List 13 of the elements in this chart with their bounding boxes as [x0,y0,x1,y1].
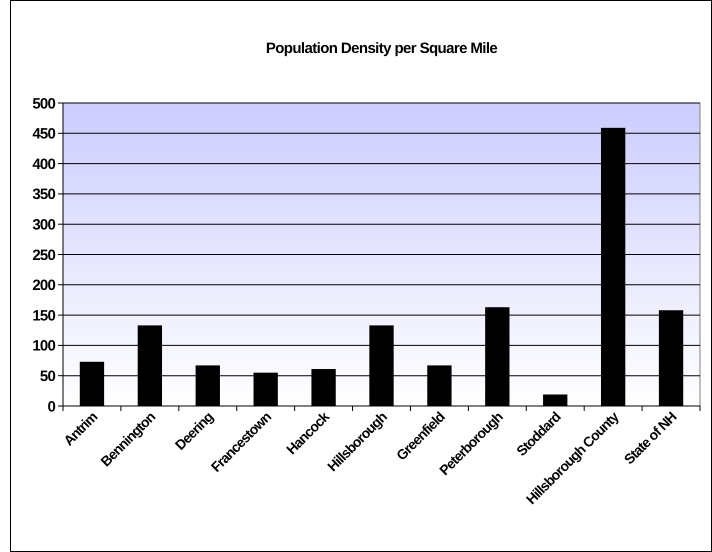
y-tick-label: 50 [40,368,56,385]
y-tick-label: 200 [32,277,56,294]
bar [543,394,568,406]
y-tick-label: 300 [32,216,56,234]
y-tick-label: 500 [32,95,56,112]
y-tick-label: 350 [32,186,56,204]
y-tick-label: 400 [32,156,56,173]
y-tick-label: 0 [47,398,56,416]
y-tick-label: 250 [32,246,56,264]
y-tick-label: 450 [32,126,56,143]
chart-title: Population Density per Square Mile [266,40,498,57]
y-tick-label: 100 [32,338,56,355]
y-tick-label: 150 [32,307,56,324]
